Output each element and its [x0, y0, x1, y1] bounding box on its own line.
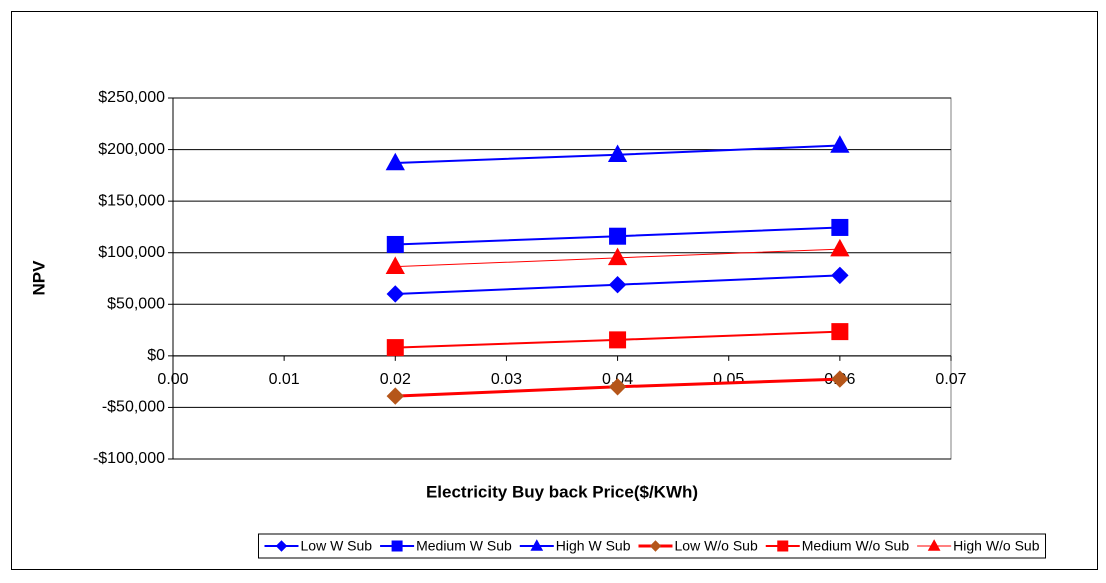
legend-item: High W Sub	[519, 538, 631, 554]
marker	[386, 285, 404, 303]
marker	[607, 247, 628, 266]
x-axis-title: Electricity Buy back Price($/KWh)	[426, 482, 698, 501]
y-tick-label: $150,000	[98, 192, 165, 209]
x-tick-label: 0.00	[157, 371, 188, 388]
marker	[386, 235, 404, 253]
legend-label: Low W/o Sub	[674, 538, 757, 554]
y-tick-label: $100,000	[98, 244, 165, 261]
marker	[831, 266, 849, 285]
y-tick-label: $0	[147, 347, 165, 364]
legend-label: High W Sub	[556, 538, 631, 554]
legend-item: Low W/o Sub	[638, 538, 758, 554]
marker	[530, 539, 544, 551]
marker	[391, 540, 403, 552]
y-tick-label: $250,000	[98, 89, 165, 106]
marker	[831, 370, 849, 388]
x-tick-label: 0.01	[269, 371, 300, 388]
legend-item: Medium W/o Sub	[765, 538, 910, 554]
marker	[831, 218, 849, 236]
y-axis-title: NPV	[29, 260, 48, 296]
legend-item: High W/o Sub	[917, 538, 1040, 554]
marker	[927, 539, 941, 551]
marker	[385, 152, 405, 171]
legend-item: Low W Sub	[264, 538, 372, 554]
x-tick-label: 0.02	[380, 371, 411, 388]
marker	[608, 275, 627, 294]
y-tick-label: -$50,000	[102, 399, 165, 416]
marker	[385, 256, 405, 274]
marker	[386, 387, 404, 405]
chart-border	[11, 11, 1098, 570]
legend-label: Low W Sub	[300, 538, 372, 554]
legend-item: Medium W Sub	[380, 538, 512, 554]
marker	[609, 227, 627, 245]
marker	[777, 540, 789, 552]
marker	[649, 540, 662, 552]
y-tick-label: $50,000	[107, 296, 165, 313]
y-tick-label: $200,000	[98, 141, 165, 158]
x-tick-label: 0.05	[713, 371, 744, 388]
marker	[831, 323, 849, 341]
legend: Low W Sub Medium W Sub High W Sub Low W/o S…	[257, 533, 1047, 559]
legend-label: Medium W/o Sub	[802, 538, 910, 554]
x-tick-label: 0.03	[491, 371, 522, 388]
legend-label: High W/o Sub	[953, 538, 1040, 554]
marker	[608, 378, 627, 396]
marker	[609, 331, 627, 349]
marker	[830, 238, 850, 257]
legend-label: Medium W Sub	[416, 538, 512, 554]
y-tick-label: -$100,000	[93, 450, 165, 467]
marker	[275, 540, 288, 552]
x-tick-label: 0.07	[935, 371, 966, 388]
marker	[386, 339, 404, 357]
marker	[607, 144, 628, 163]
marker	[830, 135, 850, 153]
